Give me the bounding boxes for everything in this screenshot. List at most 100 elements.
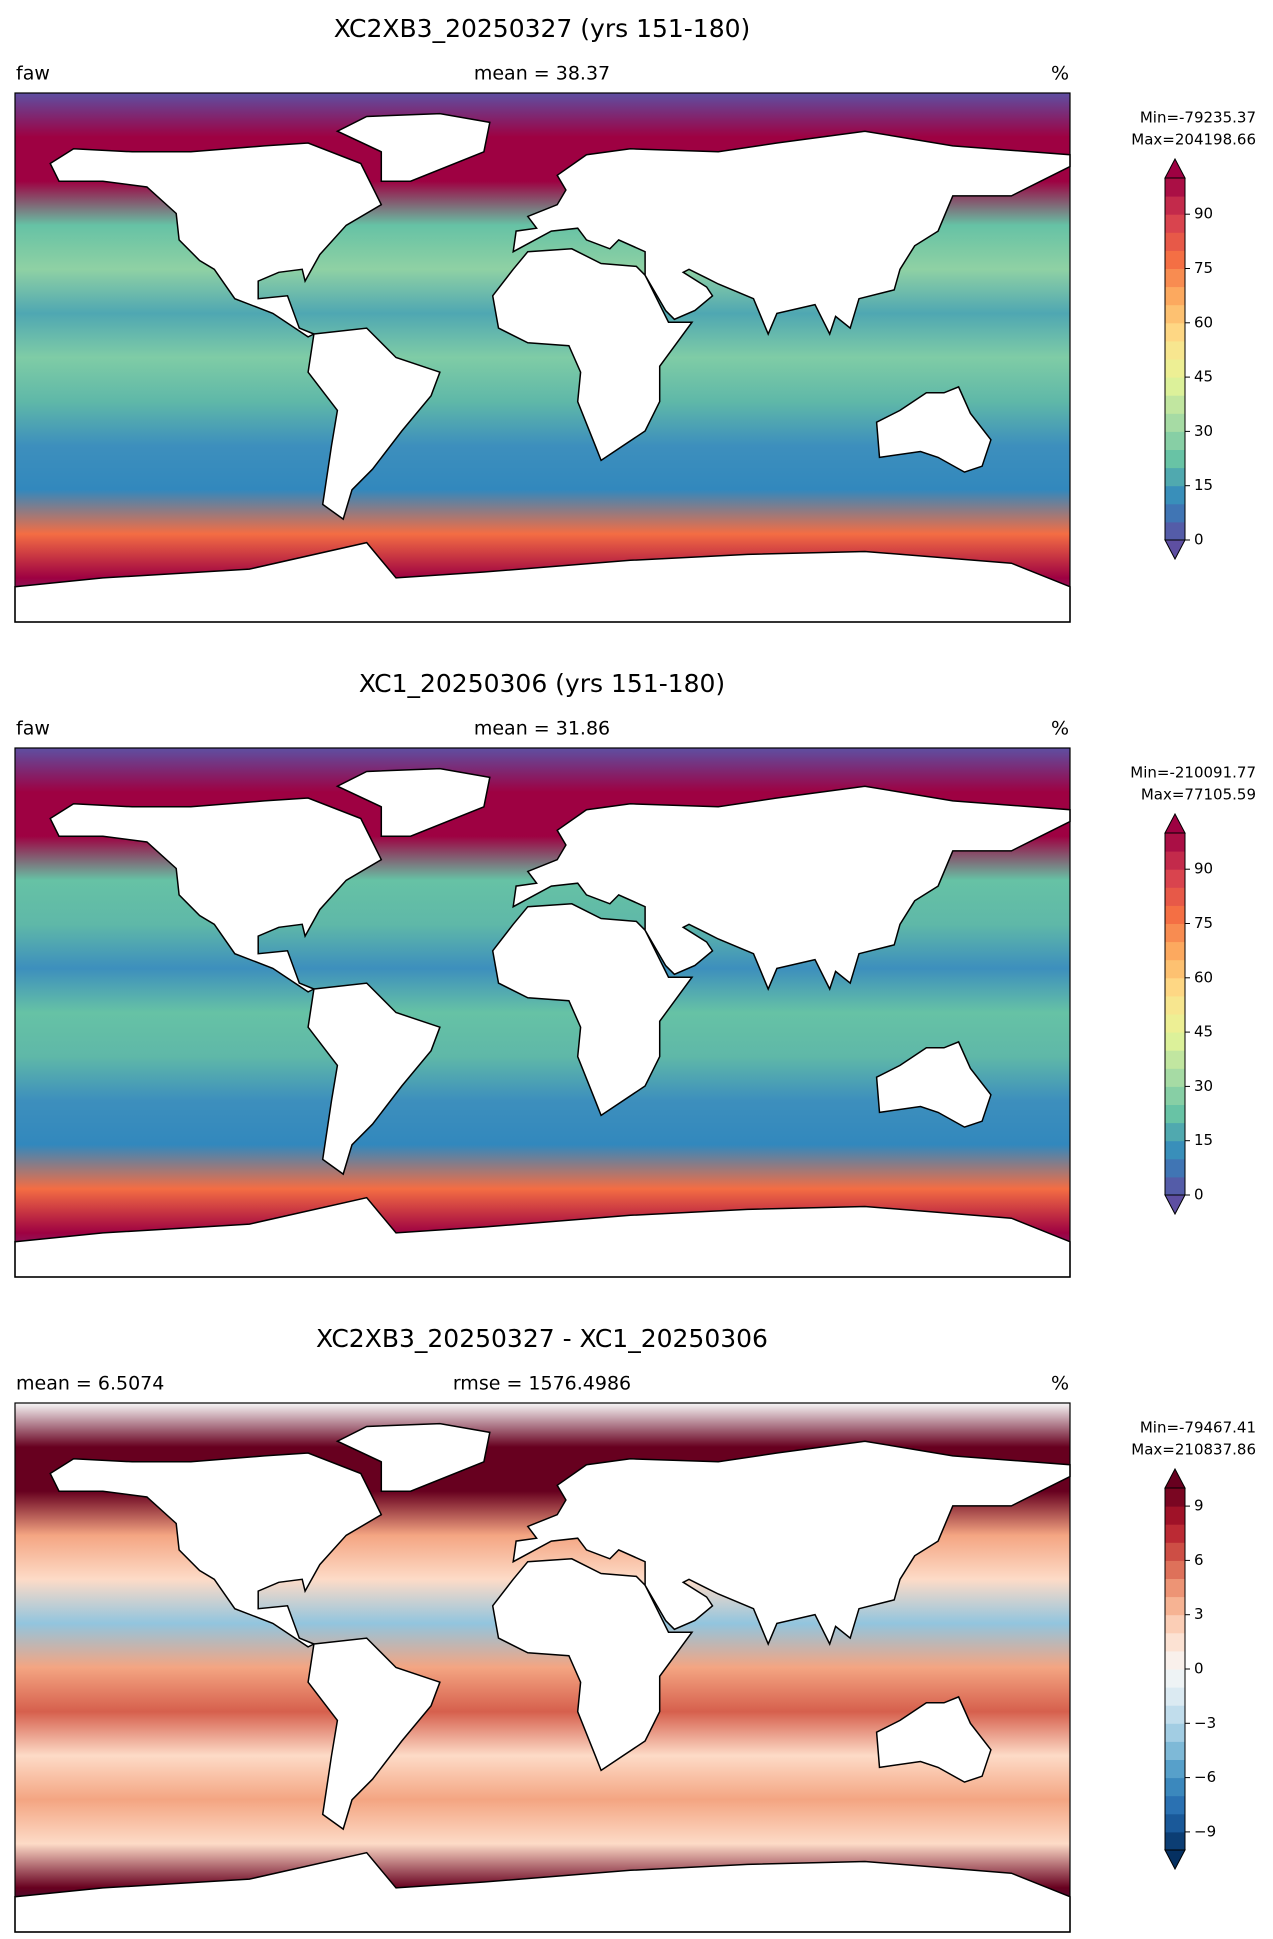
land bbox=[49, 1452, 383, 1648]
land bbox=[491, 903, 694, 1117]
left-label: faw bbox=[16, 63, 50, 85]
colorbar-band bbox=[1165, 1014, 1185, 1033]
colorbar-band bbox=[1165, 1122, 1185, 1142]
colorbar-band bbox=[1165, 1560, 1185, 1579]
colorbar-extend-min bbox=[1164, 1849, 1186, 1871]
colorbar-tick-label: 75 bbox=[1194, 914, 1213, 932]
land bbox=[875, 1695, 992, 1783]
min-label: Min=-79467.41 bbox=[1140, 1419, 1256, 1437]
colorbar-band bbox=[1165, 833, 1185, 852]
colorbar-band bbox=[1165, 1795, 1185, 1815]
colorbar-tick-label: 0 bbox=[1194, 531, 1204, 549]
colorbar-band bbox=[1165, 1831, 1185, 1851]
colorbar-tick-label: 45 bbox=[1194, 1023, 1213, 1041]
colorbar-band bbox=[1165, 1596, 1185, 1616]
colorbar-band bbox=[1165, 869, 1185, 888]
colorbar-band bbox=[1165, 905, 1185, 924]
colorbar-band bbox=[1165, 1705, 1185, 1724]
colorbar-band bbox=[1165, 1176, 1185, 1196]
max-label: Max=77105.59 bbox=[1141, 786, 1256, 804]
land bbox=[512, 785, 1071, 991]
colorbar-tick-label: 30 bbox=[1194, 422, 1213, 440]
colorbar-band bbox=[1165, 1813, 1185, 1833]
colorbar-band bbox=[1165, 1632, 1185, 1652]
colorbar-band bbox=[1165, 1068, 1185, 1087]
colorbar-band bbox=[1165, 304, 1185, 324]
colorbar-band bbox=[1165, 1687, 1185, 1706]
colorbar-tick-label: 90 bbox=[1194, 205, 1213, 223]
panel-title: XC2XB3_20250327 (yrs 151-180) bbox=[334, 14, 751, 43]
left-label: faw bbox=[16, 718, 50, 740]
colorbar-extend-max bbox=[1164, 812, 1186, 834]
map-frame bbox=[14, 1402, 1071, 1933]
colorbar-tick-label: 60 bbox=[1194, 313, 1213, 331]
land bbox=[49, 797, 383, 993]
colorbar-tick-label: 9 bbox=[1194, 1497, 1204, 1515]
colorbar-band bbox=[1165, 941, 1185, 961]
colorbar-band bbox=[1165, 449, 1185, 469]
colorbar-band bbox=[1165, 1578, 1185, 1598]
colorbar-band bbox=[1165, 1723, 1185, 1742]
right-label: % bbox=[1051, 718, 1069, 740]
colorbar-band bbox=[1165, 250, 1185, 269]
colorbar-band bbox=[1165, 1741, 1185, 1760]
colorbar-band bbox=[1165, 521, 1185, 541]
max-label: Max=210837.86 bbox=[1131, 1441, 1256, 1459]
colorbar-band bbox=[1165, 1506, 1185, 1525]
colorbar-tick-label: 60 bbox=[1194, 968, 1213, 986]
land bbox=[491, 1558, 694, 1772]
colorbar-band bbox=[1165, 286, 1185, 306]
colorbar-band bbox=[1165, 959, 1185, 979]
land bbox=[49, 142, 383, 338]
colorbar-band bbox=[1165, 359, 1185, 378]
colorbar-tick-label: 30 bbox=[1194, 1077, 1213, 1095]
colorbar-band bbox=[1165, 1777, 1185, 1797]
colorbar-band bbox=[1165, 485, 1185, 505]
colorbar-band bbox=[1165, 1086, 1185, 1105]
min-label: Min=-79235.37 bbox=[1140, 109, 1256, 127]
panel-title: XC2XB3_20250327 - XC1_20250306 bbox=[316, 1324, 768, 1353]
colorbar-band bbox=[1165, 1032, 1185, 1051]
colorbar-band bbox=[1165, 1650, 1185, 1670]
colorbar-band bbox=[1165, 995, 1185, 1015]
colorbar-tick-label: 6 bbox=[1194, 1551, 1204, 1569]
colorbar-band bbox=[1165, 1542, 1185, 1561]
max-label: Max=204198.66 bbox=[1131, 131, 1256, 149]
colorbar-tick-label: 15 bbox=[1194, 476, 1213, 494]
min-label: Min=-210091.77 bbox=[1130, 764, 1256, 782]
panel-title: XC1_20250306 (yrs 151-180) bbox=[359, 669, 725, 698]
land bbox=[307, 327, 441, 521]
colorbar-band bbox=[1165, 196, 1185, 215]
land bbox=[491, 248, 694, 462]
land bbox=[875, 385, 992, 473]
land bbox=[875, 1040, 992, 1128]
colorbar-tick-label: 90 bbox=[1194, 860, 1213, 878]
map-frame bbox=[14, 92, 1071, 623]
colorbar-band bbox=[1165, 232, 1185, 251]
colorbar-band bbox=[1165, 977, 1185, 997]
colorbar-band bbox=[1165, 1759, 1185, 1779]
map-frame bbox=[14, 747, 1071, 1278]
colorbar-tick-label: −9 bbox=[1194, 1822, 1216, 1840]
colorbar-tick-label: 3 bbox=[1194, 1605, 1204, 1623]
land bbox=[335, 1422, 491, 1492]
colorbar-band bbox=[1165, 377, 1185, 396]
colorbar-extend-max bbox=[1164, 1467, 1186, 1489]
land bbox=[512, 130, 1071, 336]
land bbox=[335, 112, 491, 182]
colorbar-band bbox=[1165, 178, 1185, 197]
colorbar-tick-label: −6 bbox=[1194, 1768, 1216, 1786]
land bbox=[335, 767, 491, 837]
left-label: mean = 6.5074 bbox=[16, 1373, 164, 1395]
colorbar-tick-label: 45 bbox=[1194, 368, 1213, 386]
right-label: % bbox=[1051, 1373, 1069, 1395]
colorbar-frame bbox=[1164, 177, 1186, 541]
center-label: mean = 31.86 bbox=[474, 718, 610, 740]
colorbar-band bbox=[1165, 887, 1185, 906]
land bbox=[512, 1440, 1071, 1646]
right-label: % bbox=[1051, 63, 1069, 85]
colorbar-band bbox=[1165, 395, 1185, 414]
map-panel: XC1_20250306 (yrs 151-180) faw mean = 31.8… bbox=[14, 669, 1256, 1278]
colorbar-band bbox=[1165, 1669, 1185, 1688]
